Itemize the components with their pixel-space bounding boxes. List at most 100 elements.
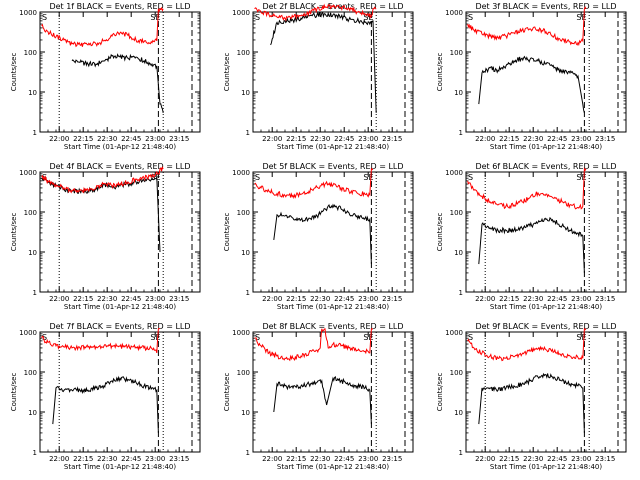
corner-mark-s: S <box>42 333 47 342</box>
x-tick-label: 22:00 <box>262 295 282 303</box>
x-tick-label: 22:45 <box>121 295 141 303</box>
plot-frame <box>252 11 414 133</box>
x-tick-label: 22:15 <box>73 295 93 303</box>
x-tick-label: 22:45 <box>547 295 567 303</box>
x-tick-label: 22:30 <box>97 455 117 463</box>
plot-frame <box>252 171 414 293</box>
y-tick-label: 1000 <box>232 329 250 337</box>
y-tick-label: 1 <box>33 129 37 137</box>
y-tick-label: 100 <box>237 49 250 57</box>
series-events-line <box>478 55 585 114</box>
corner-mark-se: SE <box>576 173 586 182</box>
x-tick-label: 23:00 <box>145 455 165 463</box>
plot-frame <box>39 11 201 133</box>
series-lld-line <box>41 6 164 48</box>
series-events-line <box>52 375 159 433</box>
corner-mark-s: S <box>255 333 260 342</box>
y-tick-label: 100 <box>237 209 250 217</box>
y-tick-label: 1000 <box>445 329 463 337</box>
corner-mark-se: SE <box>363 173 373 182</box>
series-lld-line <box>467 167 587 210</box>
x-tick-label: 22:30 <box>97 295 117 303</box>
panel-title: Det 8f BLACK = Events, RED = LLD <box>262 322 403 331</box>
x-tick-label: 22:30 <box>310 295 330 303</box>
corner-mark-s: S <box>468 333 473 342</box>
y-axis-label: Counts/sec <box>436 53 444 92</box>
y-tick-label: 10 <box>454 409 463 417</box>
y-tick-label: 1000 <box>19 169 37 177</box>
x-axis-label: Start Time (01-Apr-12 21:48:40) <box>277 303 389 311</box>
y-axis-label: Counts/sec <box>10 53 18 92</box>
y-axis-label: Counts/sec <box>10 373 18 412</box>
x-tick-label: 23:00 <box>358 455 378 463</box>
series-lld-line <box>254 3 377 22</box>
x-axis-label: Start Time (01-Apr-12 21:48:40) <box>64 303 176 311</box>
x-tick-label: 23:15 <box>382 135 402 143</box>
y-tick-label: 100 <box>24 209 37 217</box>
panel-title: Det 6f BLACK = Events, RED = LLD <box>475 162 616 171</box>
y-tick-label: 1 <box>246 449 250 457</box>
x-tick-label: 22:15 <box>286 135 306 143</box>
x-tick-label: 22:45 <box>121 135 141 143</box>
x-tick-label: 22:15 <box>73 455 93 463</box>
corner-mark-s: S <box>42 13 47 22</box>
panel-title: Det 9f BLACK = Events, RED = LLD <box>475 322 616 331</box>
x-tick-label: 23:15 <box>169 295 189 303</box>
x-tick-label: 22:00 <box>49 455 69 463</box>
corner-mark-se: SE <box>576 13 586 22</box>
series-lld-line <box>41 327 161 354</box>
y-tick-label: 1 <box>33 289 37 297</box>
x-tick-label: 22:15 <box>499 135 519 143</box>
corner-mark-s: S <box>468 13 473 22</box>
x-tick-label: 22:45 <box>121 455 141 463</box>
y-tick-label: 10 <box>241 89 250 97</box>
x-tick-label: 22:00 <box>262 135 282 143</box>
x-tick-label: 22:45 <box>547 455 567 463</box>
y-tick-label: 1000 <box>232 169 250 177</box>
y-tick-label: 100 <box>24 49 37 57</box>
x-tick-label: 23:15 <box>595 455 615 463</box>
x-axis-label: Start Time (01-Apr-12 21:48:40) <box>490 303 602 311</box>
series-events-line <box>478 216 585 273</box>
x-tick-label: 22:30 <box>310 455 330 463</box>
y-axis-label: Counts/sec <box>10 213 18 252</box>
y-tick-label: 1000 <box>445 169 463 177</box>
y-tick-label: 1000 <box>19 329 37 337</box>
y-axis-label: Counts/sec <box>223 213 231 252</box>
x-tick-label: 22:45 <box>547 135 567 143</box>
y-tick-label: 10 <box>454 89 463 97</box>
x-tick-label: 22:30 <box>310 135 330 143</box>
corner-mark-se: SE <box>363 333 373 342</box>
panel-title: Det 4f BLACK = Events, RED = LLD <box>49 162 190 171</box>
y-tick-label: 100 <box>450 49 463 57</box>
y-tick-label: 1 <box>459 449 463 457</box>
corner-mark-se: SE <box>576 333 586 342</box>
series-events-line <box>71 53 164 114</box>
x-tick-label: 22:00 <box>475 455 495 463</box>
series-events-line <box>478 372 585 433</box>
y-tick-label: 10 <box>241 409 250 417</box>
corner-mark-s: S <box>255 13 260 22</box>
y-tick-label: 100 <box>237 369 250 377</box>
x-tick-label: 23:00 <box>145 135 165 143</box>
y-axis-label: Counts/sec <box>436 373 444 412</box>
series-lld-line <box>467 327 587 362</box>
x-tick-label: 22:45 <box>334 135 354 143</box>
x-tick-label: 22:30 <box>523 135 543 143</box>
x-tick-label: 23:00 <box>145 295 165 303</box>
y-tick-label: 1 <box>246 289 250 297</box>
x-axis-label: Start Time (01-Apr-12 21:48:40) <box>64 463 176 471</box>
x-axis-label: Start Time (01-Apr-12 21:48:40) <box>277 463 389 471</box>
y-tick-label: 10 <box>28 409 37 417</box>
x-tick-label: 23:00 <box>571 295 591 303</box>
x-tick-label: 22:45 <box>334 455 354 463</box>
y-tick-label: 10 <box>28 89 37 97</box>
corner-mark-s: S <box>468 173 473 182</box>
